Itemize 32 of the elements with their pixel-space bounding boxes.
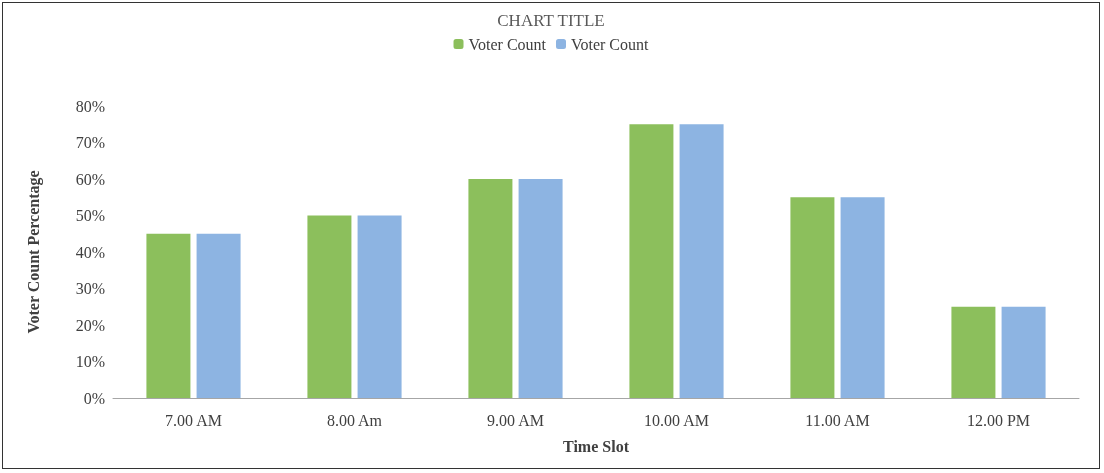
bar — [951, 306, 996, 398]
x-tick-label: 11.00 AM — [805, 411, 870, 429]
bar — [146, 233, 191, 398]
bar — [468, 179, 513, 398]
chart-title: CHART TITLE — [497, 11, 605, 30]
y-tick-label: 50% — [75, 207, 105, 224]
x-tick-label: 8.00 Am — [326, 411, 383, 429]
bar — [679, 124, 724, 398]
x-tick-label: 9.00 AM — [487, 411, 544, 429]
bar — [790, 197, 835, 398]
legend-label: Voter Count — [571, 35, 650, 53]
y-tick-label: 60% — [75, 170, 105, 188]
y-tick-label: 30% — [75, 280, 105, 297]
y-tick-label: 80% — [75, 97, 105, 115]
bar — [357, 215, 402, 398]
y-tick-label: 20% — [75, 316, 105, 334]
y-tick-label: 10% — [75, 353, 105, 370]
x-tick-label: 7.00 AM — [165, 411, 222, 429]
bar — [196, 233, 241, 398]
x-tick-label: 12.00 PM — [966, 411, 1031, 429]
y-axis-title: Voter Count Percentage — [24, 170, 43, 334]
y-tick-label: 0% — [83, 389, 105, 407]
bar — [518, 179, 563, 398]
bar — [629, 124, 674, 398]
y-tick-label: 70% — [75, 134, 105, 151]
bar — [1001, 306, 1046, 398]
y-tick-label: 40% — [75, 243, 105, 261]
x-tick-label: 10.00 AM — [644, 411, 709, 429]
legend-label: Voter Count — [468, 35, 547, 53]
x-axis-title: Time Slot — [563, 437, 630, 455]
bar — [840, 197, 885, 398]
bar — [307, 215, 352, 398]
